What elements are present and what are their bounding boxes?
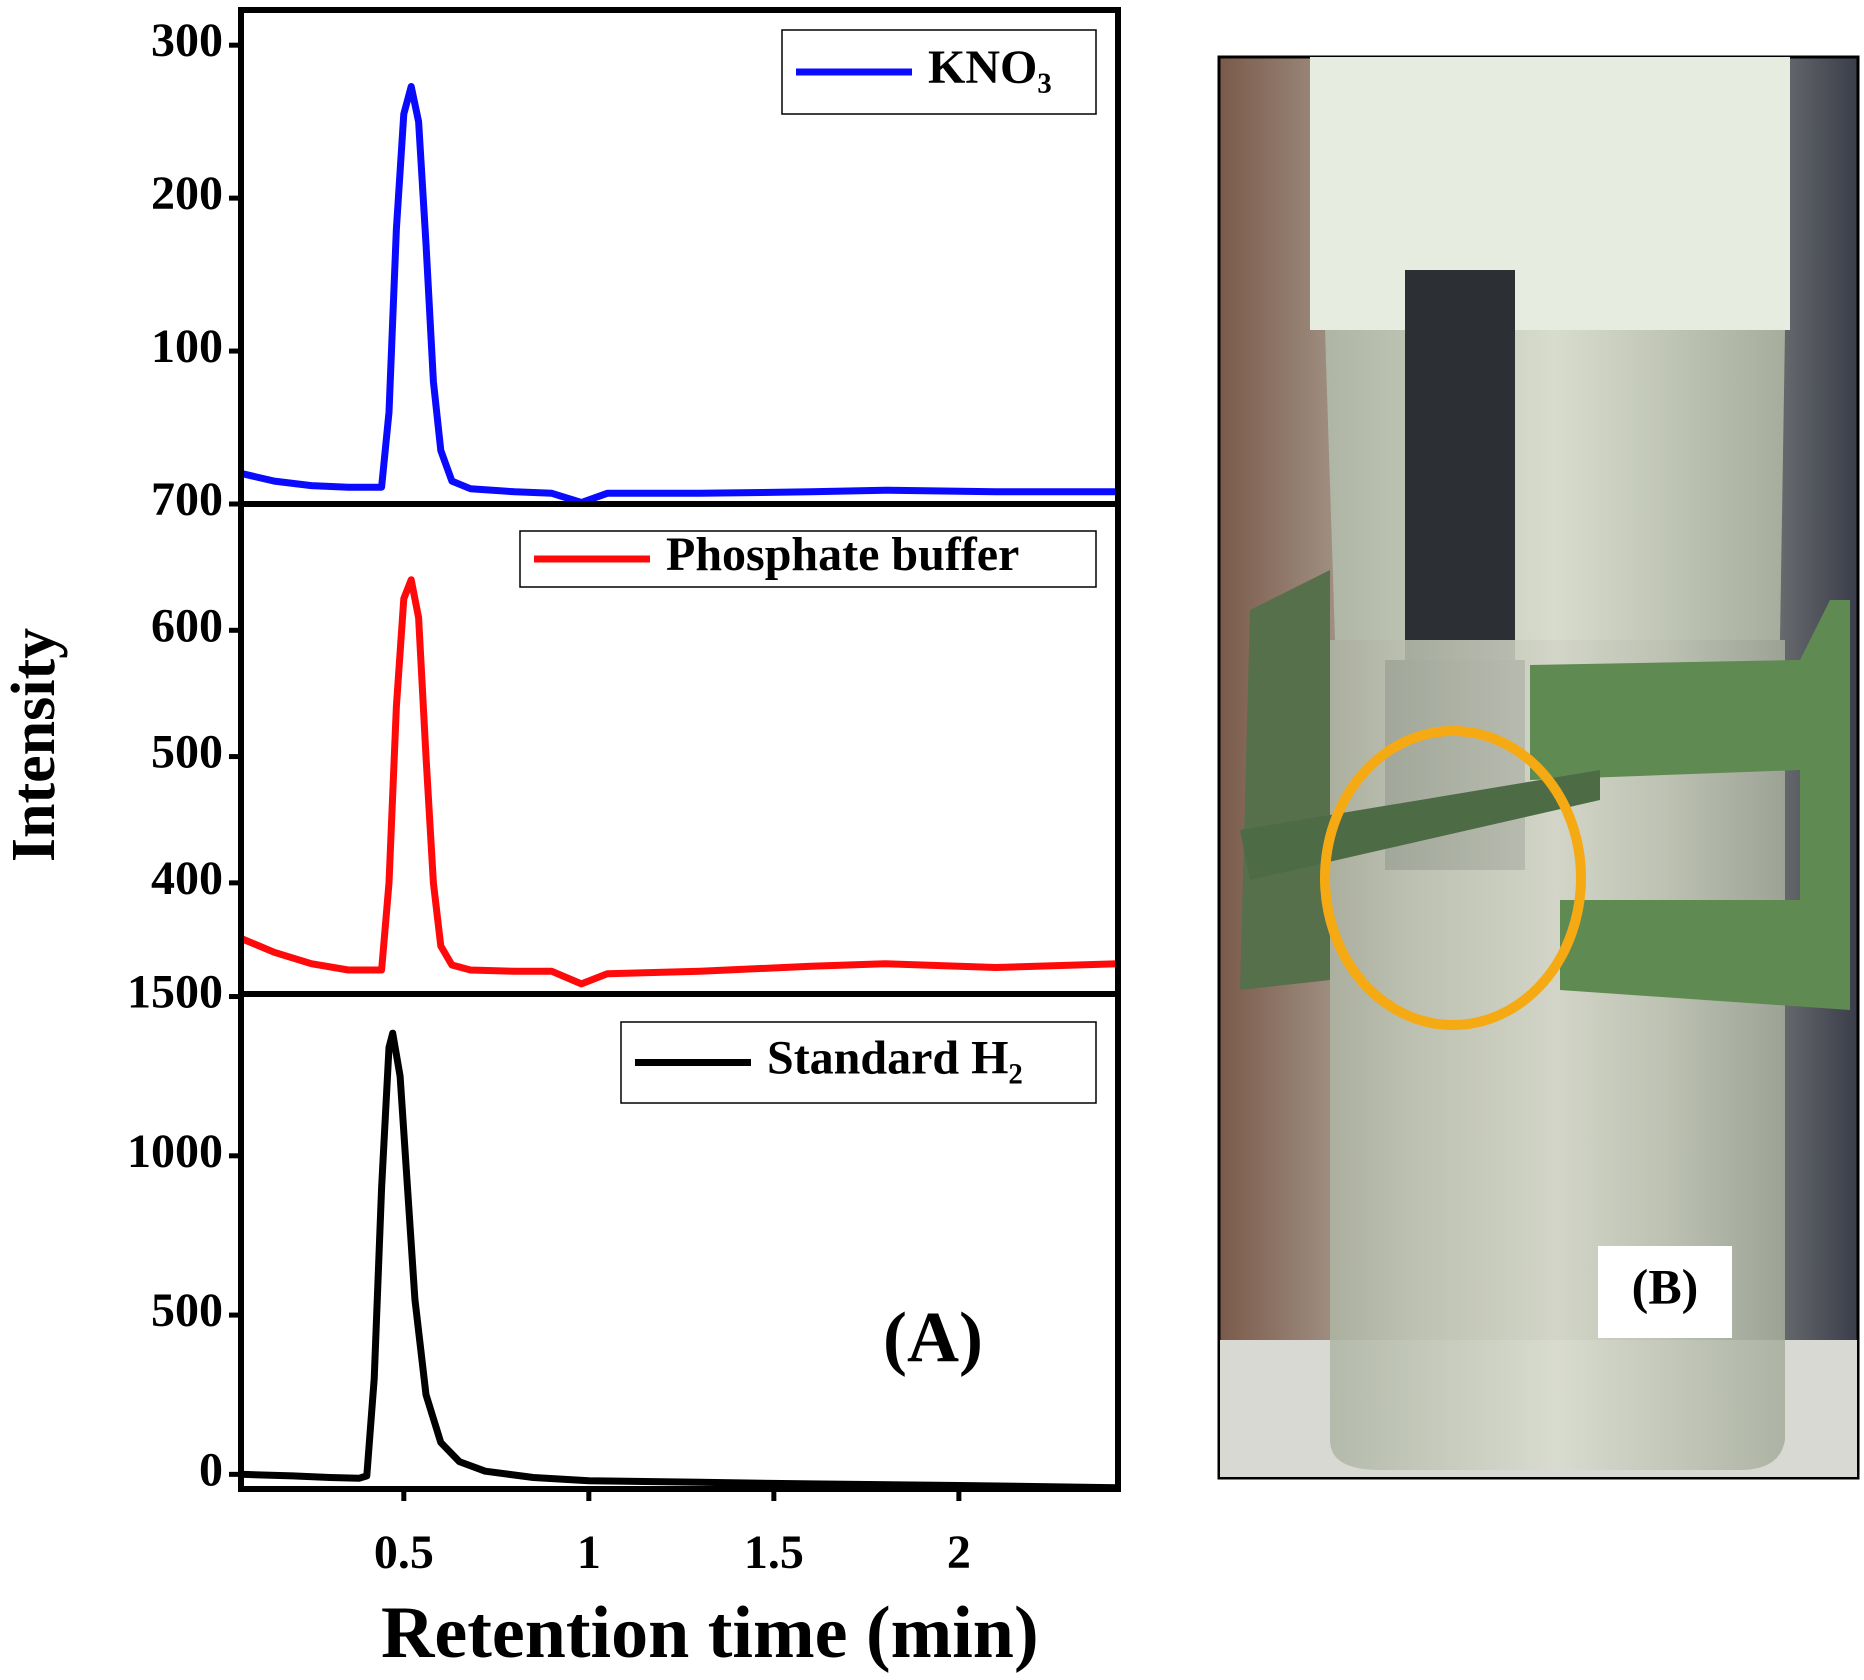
y-tick-label: 1000	[127, 1125, 223, 1178]
y-tick-label: 600	[151, 599, 223, 652]
y-tick-label: 1500	[127, 966, 223, 1019]
legend-label: Standard H₂	[767, 1032, 1023, 1085]
x-tick-label: 1	[577, 1526, 601, 1579]
legend-label: Phosphate buffer	[666, 528, 1019, 581]
x-tick-label: 0.5	[374, 1526, 434, 1579]
y-tick-label: 300	[151, 14, 223, 67]
y-tick-label: 700	[151, 473, 223, 526]
y-tick-label: 100	[151, 320, 223, 373]
photo: (B)	[1217, 55, 1860, 1480]
y-tick-label: 500	[151, 1284, 223, 1337]
data-line	[241, 576, 1118, 988]
x-tick-label: 1.5	[744, 1526, 804, 1579]
plot-area	[241, 1029, 1118, 1489]
plot-area	[241, 83, 1118, 504]
y-axis-label: Intensity	[0, 628, 68, 862]
y-tick-label: 0	[199, 1443, 223, 1496]
photo-label: (B)	[1632, 1258, 1699, 1314]
y-tick-label: 400	[151, 852, 223, 905]
y-tick-label: 500	[151, 726, 223, 779]
chart-panel: 100 200 300 KNO₃ 400 500 600 700 Phosphate buffe…	[0, 7, 1121, 1674]
x-tick-label: 2	[947, 1526, 971, 1579]
annotation: (A)	[883, 1298, 983, 1378]
x-axis-label: Retention time (min)	[381, 1592, 1039, 1674]
legend-label: KNO₃	[928, 41, 1052, 94]
axes-frame	[238, 991, 1121, 1492]
data-line	[241, 1029, 1118, 1489]
data-line	[241, 83, 1118, 504]
y-tick-label: 200	[151, 167, 223, 220]
plot-area	[241, 576, 1118, 988]
